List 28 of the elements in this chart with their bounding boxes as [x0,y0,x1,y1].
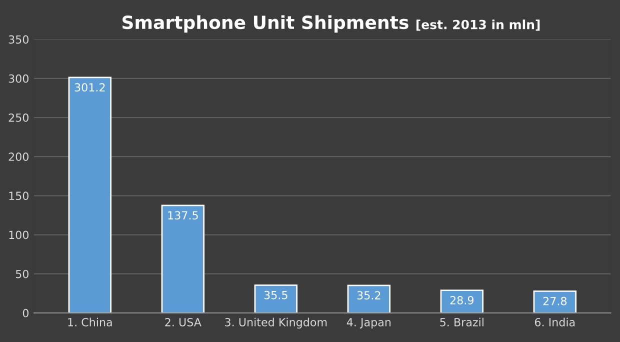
y-tick-label: 350 [8,35,28,44]
x-tick-label: 3. United Kingdom [225,318,327,329]
x-tick-label: 1. China [68,318,112,326]
y-tick-label: 150 [9,192,28,200]
bar [347,284,391,313]
data-label: 301.2 [74,83,105,92]
bar [161,204,205,313]
x-tick-label: 6. India [534,318,575,326]
y-tick-label: 50 [16,270,28,278]
y-tick-label: 0 [22,308,28,318]
y-tick-label: 250 [8,113,28,122]
y-tick-label: 300 [8,74,28,83]
y-tick-label: 100 [9,230,28,240]
data-label: 137.5 [168,211,198,220]
chart-title: Smartphone Unit Shipments [122,15,408,33]
chart-subtitle: [est. 2013 in mln] [416,20,540,31]
data-label: 35.5 [264,290,288,300]
data-label: 28.9 [450,296,474,304]
x-tick-label: 2. USA [165,318,202,326]
data-label: 27.8 [543,296,567,306]
data-label: 35.2 [357,291,380,300]
x-tick-label: 5. Brazil [440,318,484,326]
bar [254,284,298,313]
x-tick-label: 4. Japan [346,318,391,329]
bar [68,76,112,313]
bar [440,290,484,313]
bar [533,290,577,313]
y-tick-label: 200 [8,152,28,161]
